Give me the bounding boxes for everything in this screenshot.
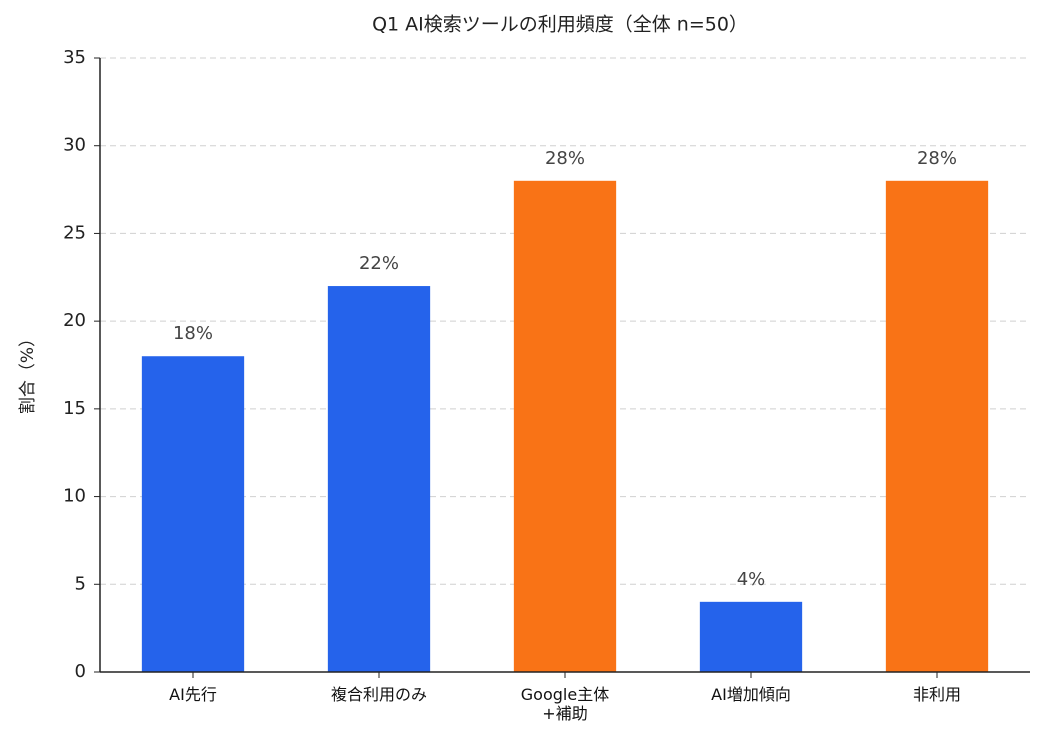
y-tick-label: 30 <box>63 135 86 156</box>
bar <box>141 356 245 672</box>
value-label: 4% <box>737 569 766 590</box>
bar <box>327 286 431 672</box>
y-tick-label: 15 <box>63 398 86 419</box>
value-label: 28% <box>545 148 585 169</box>
x-tick-label: 複合利用のみ <box>330 685 427 704</box>
y-tick-label: 25 <box>63 222 86 243</box>
bar <box>885 180 989 673</box>
y-tick-label: 0 <box>75 661 86 682</box>
x-tick-label: AI先行 <box>169 685 217 704</box>
bar <box>513 180 617 673</box>
x-tick-label: AI増加傾向 <box>711 685 791 704</box>
value-label: 18% <box>173 323 213 344</box>
y-axis-label: 割合（%） <box>18 330 38 414</box>
value-label: 28% <box>917 148 957 169</box>
chart-title: Q1 AI検索ツールの利用頻度（全体 n=50） <box>372 14 748 36</box>
y-tick-label: 5 <box>75 573 86 594</box>
y-tick-label: 10 <box>63 486 86 507</box>
x-tick-label: 非利用 <box>912 685 961 704</box>
y-tick-label: 20 <box>63 310 86 331</box>
value-label: 22% <box>359 253 399 274</box>
bar <box>699 601 803 672</box>
y-tick-label: 35 <box>63 47 86 68</box>
x-tick-label: Google主体 +補助 <box>520 685 610 723</box>
